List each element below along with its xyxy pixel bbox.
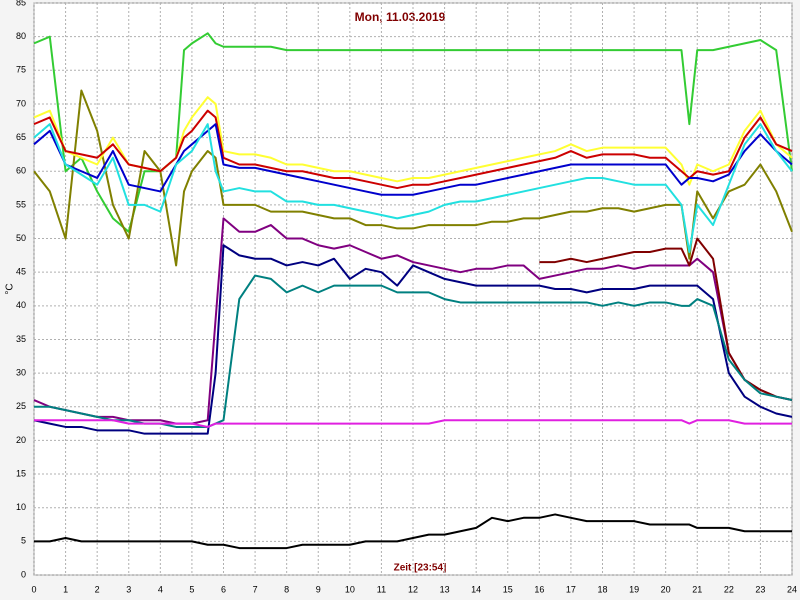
y-tick-label: 5 [21,536,26,546]
x-tick-label: 21 [692,584,702,594]
series-line [33,123,793,253]
y-tick-label: 0 [21,569,26,579]
chart-title: Mon, 11.03.2019 [355,10,446,24]
x-tick-label: 5 [189,584,194,594]
series-line [33,244,793,435]
x-tick-label: 11 [377,584,386,594]
x-tick-label: 22 [724,584,734,594]
y-tick-label: 60 [16,166,26,176]
y-tick-label: 10 [16,502,26,512]
y-tick-label: 55 [16,199,26,209]
x-tick-label: 8 [284,584,289,594]
x-tick-label: 7 [253,584,258,594]
x-tick-label: 23 [755,584,765,594]
x-tick-label: 17 [566,584,576,594]
series-line [34,274,793,428]
x-tick-label: 0 [31,584,36,594]
y-tick-label: 15 [16,468,26,478]
y-tick-label: 25 [16,401,26,411]
x-tick-label: 1 [63,584,68,594]
x-tick-label: 20 [661,584,671,594]
y-tick-label: 30 [16,367,26,377]
series-line [33,123,793,196]
x-tick-label: 19 [629,584,639,594]
y-tick-label: 75 [16,65,26,75]
x-tick-label: 15 [503,584,513,594]
y-tick-label: 85 [16,0,26,7]
x-tick-label: 14 [471,584,481,594]
x-tick-label: 24 [787,584,797,594]
series-line [34,419,792,428]
series-line [33,109,793,190]
x-tick-label: 10 [345,584,355,594]
x-tick-label: 16 [534,584,544,594]
x-tick-label: 13 [440,584,450,594]
series-line [33,217,793,425]
y-tick-label: 35 [16,334,26,344]
series-line [34,513,792,550]
y-tick-label: 40 [16,300,26,310]
x-tick-label: 12 [408,584,418,594]
y-tick-label: 50 [16,233,26,243]
y-tick-label: 65 [16,132,26,142]
x-tick-label: 18 [597,584,607,594]
x-tick-label: 4 [158,584,163,594]
x-axis-label: Zeit [23:54] [394,563,447,574]
y-axis-label: °C [5,283,16,294]
y-tick-label: 70 [16,98,26,108]
y-tick-label: 45 [16,267,26,277]
x-tick-label: 9 [316,584,321,594]
x-tick-label: 3 [126,584,131,594]
series-line [33,89,793,267]
y-tick-label: 20 [16,435,26,445]
x-tick-label: 6 [221,584,226,594]
x-tick-label: 2 [95,584,100,594]
y-tick-label: 80 [16,31,26,41]
